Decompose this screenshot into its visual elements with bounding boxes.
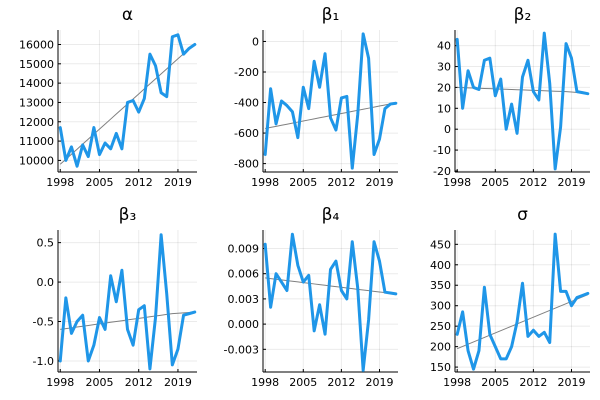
data-series-line [263, 32, 398, 170]
x-tick-label: 2012 [125, 176, 153, 189]
y-tick-label: 13000 [19, 96, 54, 109]
y-tick-label: 12000 [19, 116, 54, 129]
y-tick-label: 40 [437, 40, 451, 53]
x-tick-label: 1998 [251, 176, 279, 189]
y-tick-label: -400 [234, 97, 259, 110]
x-tick-label: 2019 [365, 176, 393, 189]
y-tick-label: 11000 [19, 135, 54, 148]
y-tick-label: 0.006 [228, 268, 260, 281]
y-tick-label: -800 [234, 158, 259, 171]
subplot-beta2: β₂ 1998 2005 2012 2019 -20 -10 0 10 20 30 40 [433, 5, 590, 189]
y-tick-label: 0 [252, 35, 259, 48]
x-tick-label: 2005 [289, 176, 317, 189]
subplot-alpha: α 1998 2005 2012 2019 10000 11000 12000 13000 140… [19, 5, 197, 189]
x-tick-label: 2005 [85, 376, 113, 389]
x-tick-label: 2019 [365, 376, 393, 389]
y-tick-label: -1.0 [33, 355, 54, 368]
x-tick-label: 2005 [481, 176, 509, 189]
x-tick-label: 2005 [85, 176, 113, 189]
x-tick-label: 2012 [519, 176, 547, 189]
y-tick-label: 0.009 [228, 242, 260, 255]
x-tick-label: 2012 [327, 376, 355, 389]
y-tick-label: -0.003 [224, 343, 259, 356]
data-series-line [58, 33, 197, 168]
y-tick-label: 200 [430, 341, 451, 354]
y-tick-label: -20 [433, 165, 451, 178]
x-tick-label: 1998 [251, 376, 279, 389]
x-tick-label: 1998 [46, 176, 74, 189]
y-tick-label: 10 [437, 102, 451, 115]
y-tick-label: 10000 [19, 154, 54, 167]
y-tick-label: -0.5 [33, 316, 54, 329]
y-tick-label: 20 [437, 81, 451, 94]
subplot-title: β₄ [322, 205, 340, 225]
y-tick-label: 150 [430, 361, 451, 374]
subplot-sigma: σ 1998 2005 2012 2019 150 200 250 300 350 400 450 [430, 205, 590, 389]
y-tick-label: -10 [433, 144, 451, 157]
subplot-beta3: β₃ 1998 2005 2012 2019 -1.0 -0.5 0.0 0.5 [33, 205, 197, 389]
x-tick-label: 2005 [289, 376, 317, 389]
y-tick-label: 450 [430, 238, 451, 251]
y-tick-label: 250 [430, 320, 451, 333]
x-tick-label: 1998 [443, 376, 471, 389]
y-tick-label: 400 [430, 259, 451, 272]
data-series-line [58, 233, 197, 371]
x-tick-label: 2005 [481, 376, 509, 389]
y-tick-label: 0.5 [37, 237, 55, 250]
y-tick-label: 0 [444, 123, 451, 136]
subplot-beta4: β₄ 1998 2005 2012 2019 -0.003 0.000 0.003 0.006 0… [224, 205, 398, 389]
y-tick-label: 16000 [19, 38, 54, 51]
y-tick-label: 14000 [19, 77, 54, 90]
x-tick-label: 1998 [46, 376, 74, 389]
subplot-title: σ [517, 205, 528, 225]
y-tick-label: 15000 [19, 58, 54, 71]
subplot-title: α [122, 5, 133, 25]
x-tick-label: 2012 [327, 176, 355, 189]
x-tick-label: 2019 [164, 376, 192, 389]
data-series-line [455, 232, 590, 371]
subplot-title: β₁ [322, 5, 340, 25]
x-tick-label: 2019 [557, 176, 585, 189]
data-series-line [455, 31, 590, 171]
y-tick-label: 30 [437, 61, 451, 74]
x-tick-label: 2012 [519, 376, 547, 389]
y-tick-label: 0.003 [228, 293, 260, 306]
x-tick-label: 2012 [125, 376, 153, 389]
x-tick-label: 1998 [443, 176, 471, 189]
y-tick-label: 0.0 [37, 276, 55, 289]
y-tick-label: 350 [430, 279, 451, 292]
data-series-line [263, 232, 398, 372]
subplot-beta1: β₁ 1998 2005 2012 2019 -800 -600 -400 -200 0 [234, 5, 398, 189]
y-tick-label: -600 [234, 127, 259, 140]
y-tick-label: 0.000 [228, 318, 260, 331]
x-tick-label: 2019 [557, 376, 585, 389]
y-tick-label: 300 [430, 300, 451, 313]
subplot-title: β₃ [119, 205, 137, 225]
x-tick-label: 2019 [164, 176, 192, 189]
subplot-title: β₂ [514, 5, 532, 25]
y-tick-label: -200 [234, 66, 259, 79]
